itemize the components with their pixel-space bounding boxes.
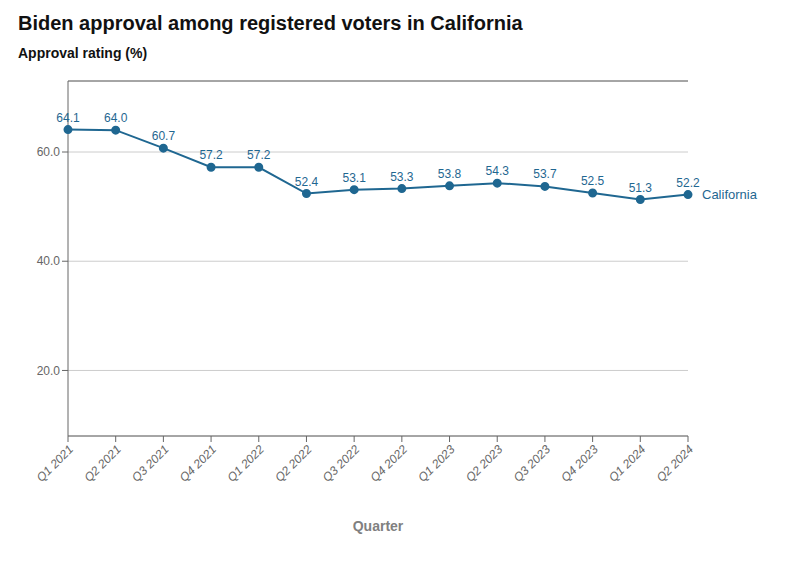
svg-text:California: California [702,187,758,202]
svg-text:Q2 2021: Q2 2021 [81,442,123,484]
svg-text:57.2: 57.2 [247,148,271,162]
svg-text:53.8: 53.8 [438,167,462,181]
svg-text:Q1 2023: Q1 2023 [415,442,458,485]
svg-text:54.3: 54.3 [486,164,510,178]
svg-text:Quarter: Quarter [353,518,404,534]
svg-text:52.4: 52.4 [295,175,319,189]
html-text:Approval rating (%): Approval rating (%) [18,45,148,61]
svg-text:Q2 2023: Q2 2023 [463,442,506,485]
svg-text:52.5: 52.5 [581,174,605,188]
svg-text:Q2 2024: Q2 2024 [654,442,697,485]
svg-text:Q3 2023: Q3 2023 [511,442,554,485]
svg-text:Q3 2021: Q3 2021 [129,442,171,484]
svg-text:Q4 2023: Q4 2023 [558,442,601,485]
svg-text:60.0: 60.0 [37,145,61,159]
svg-text:Q1 2022: Q1 2022 [224,442,267,485]
svg-text:53.7: 53.7 [533,167,557,181]
svg-text:Q2 2022: Q2 2022 [272,442,315,485]
svg-text:Q1 2021: Q1 2021 [34,442,76,484]
svg-text:51.3: 51.3 [629,181,653,195]
svg-text:64.1: 64.1 [56,111,80,125]
svg-text:53.1: 53.1 [342,171,366,185]
svg-text:52.2: 52.2 [676,176,700,190]
svg-text:57.2: 57.2 [199,148,223,162]
svg-text:53.3: 53.3 [390,170,414,184]
svg-text:Q4 2022: Q4 2022 [368,442,411,485]
svg-text:Q1 2024: Q1 2024 [606,442,649,485]
svg-text:60.7: 60.7 [152,129,176,143]
svg-text:64.0: 64.0 [104,111,128,125]
html-text:Biden approval among registere: Biden approval among registered voters i… [18,12,523,34]
svg-text:20.0: 20.0 [37,364,61,378]
svg-text:40.0: 40.0 [37,254,61,268]
svg-text:Q3 2022: Q3 2022 [320,442,363,485]
svg-text:Q4 2021: Q4 2021 [177,442,219,484]
